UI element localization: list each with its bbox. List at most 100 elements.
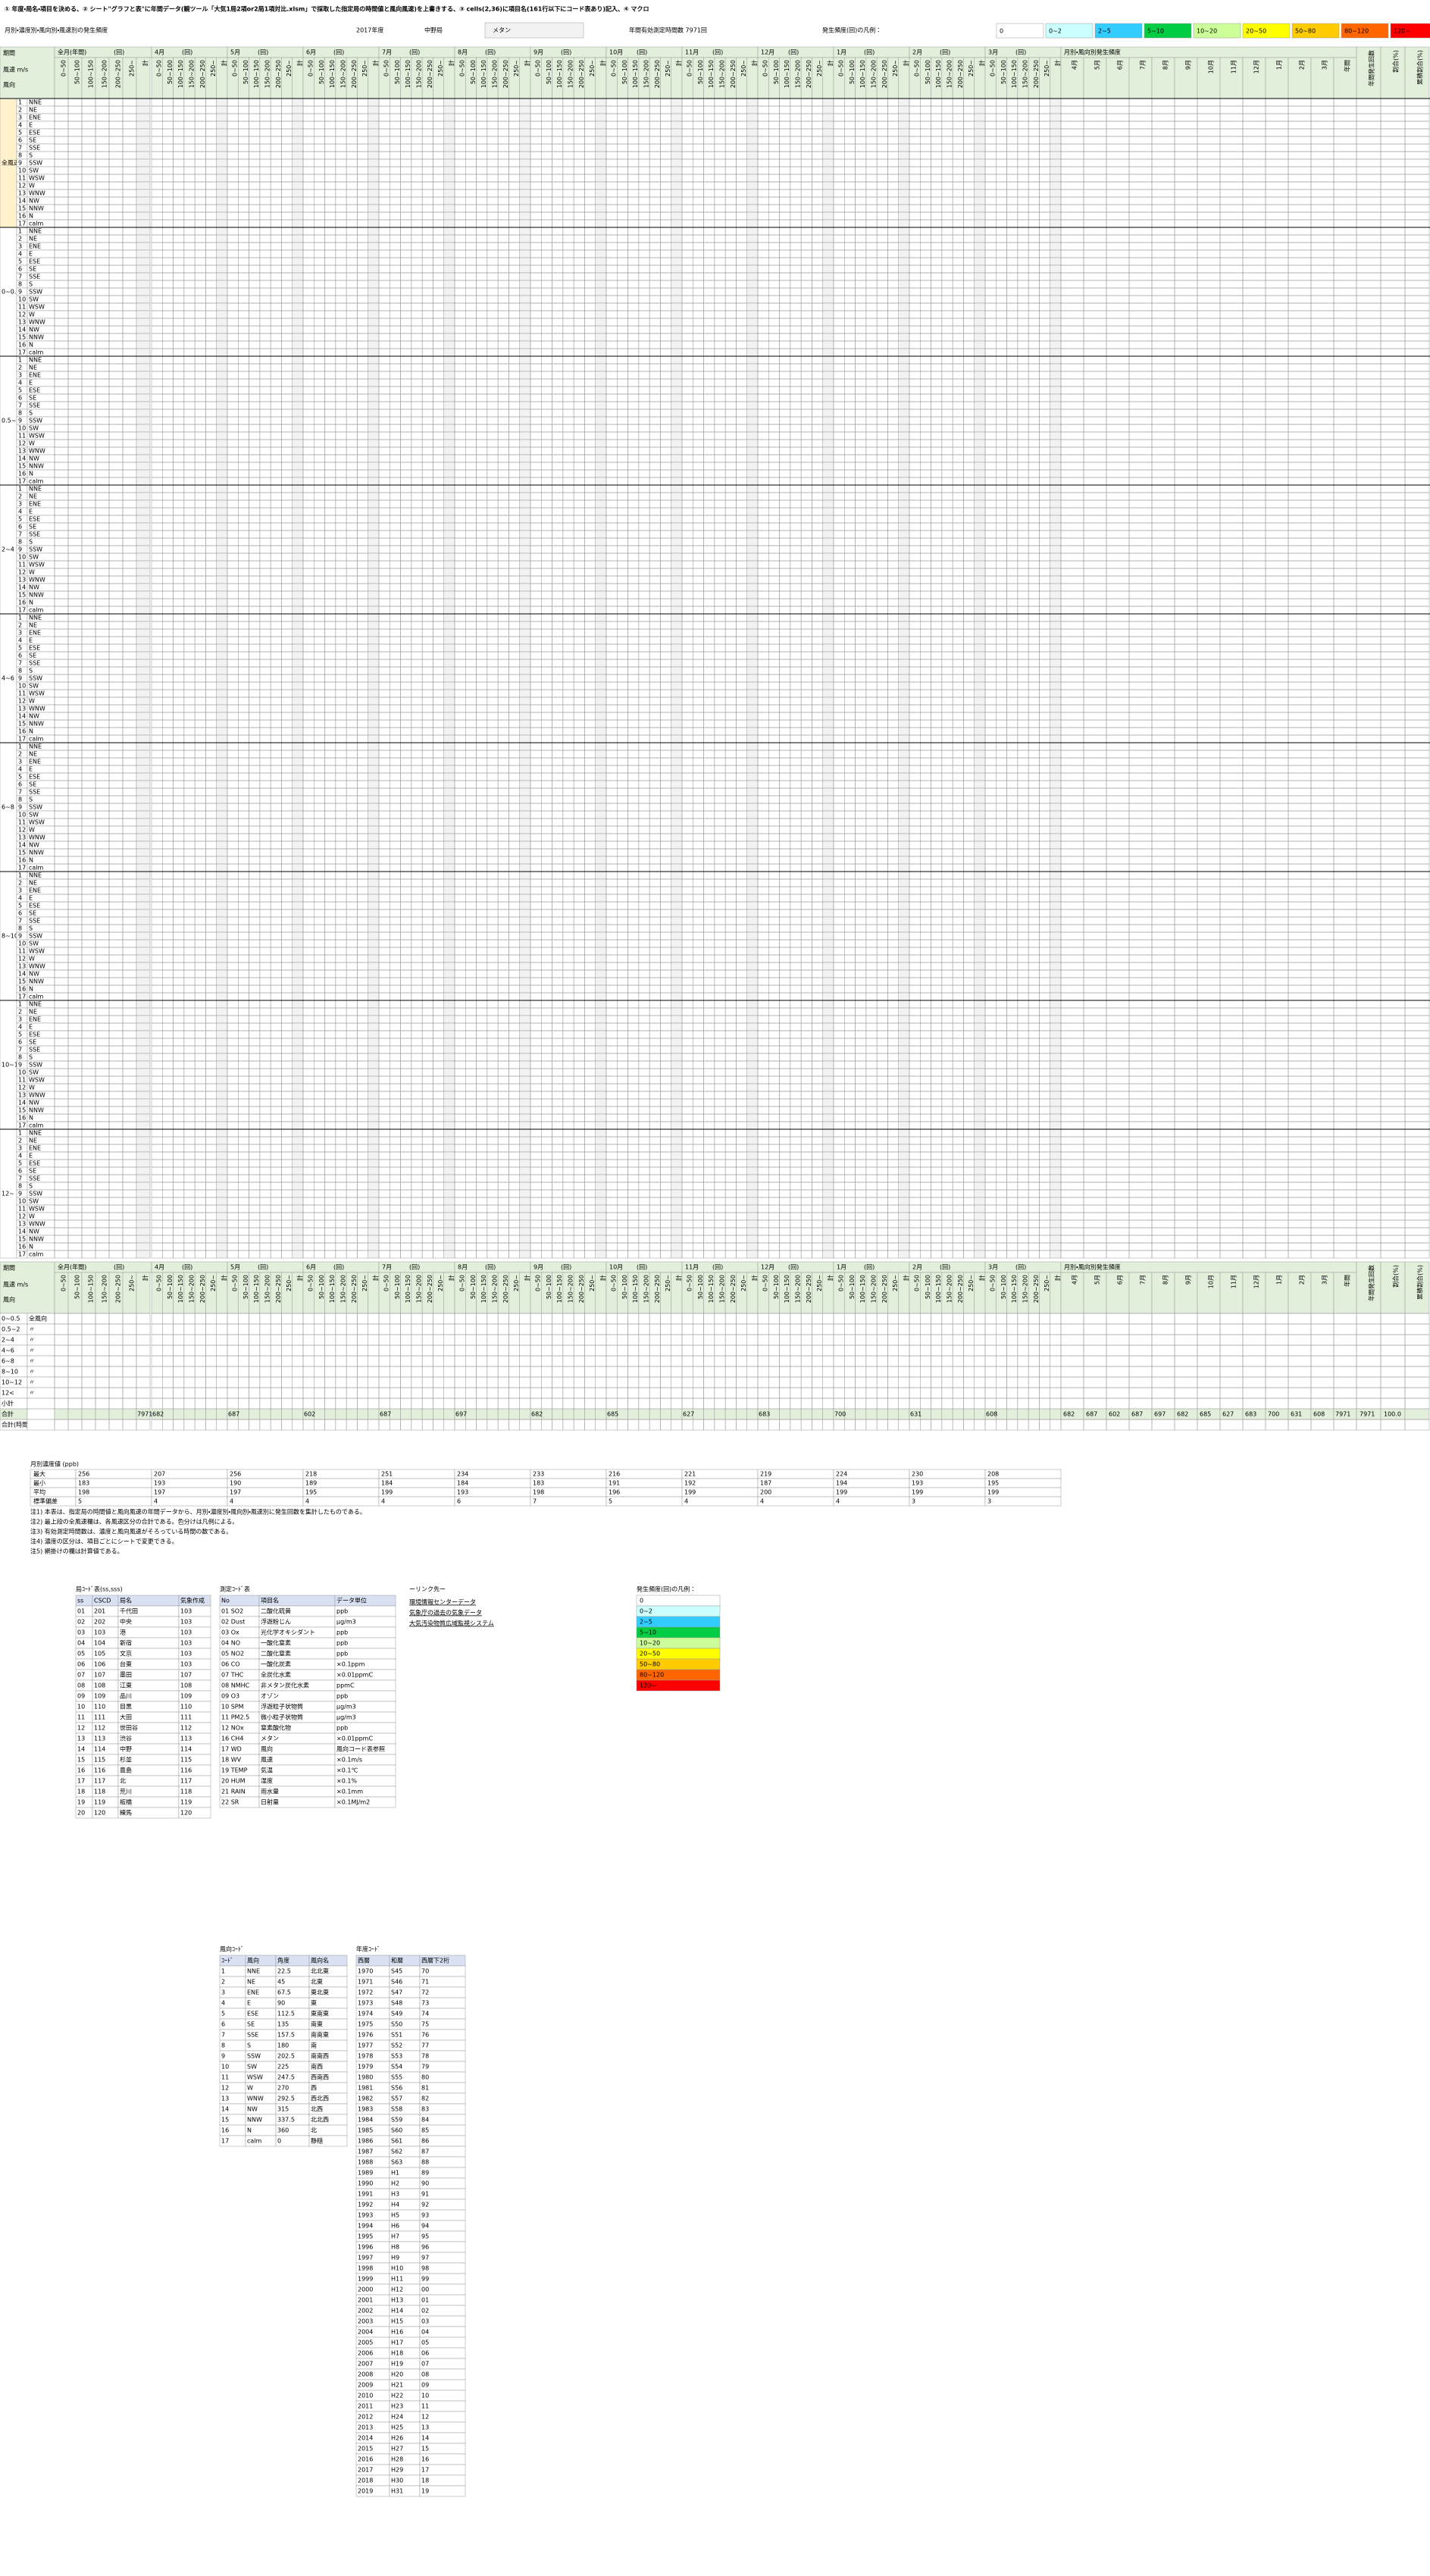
cell: [596, 174, 606, 182]
cell: [217, 106, 227, 114]
header-text: 200~250: [351, 60, 358, 88]
cell: [444, 167, 455, 174]
cell-text: 風速 m/s: [3, 66, 28, 74]
cell: [293, 129, 303, 136]
cell: [368, 182, 379, 189]
header-text: 250~: [210, 60, 217, 77]
cell: [975, 167, 985, 174]
cell: [899, 189, 909, 197]
cell: [136, 144, 150, 152]
header-text: 200~250: [199, 60, 206, 88]
dir-name: ESE: [29, 130, 40, 136]
cell: [217, 189, 227, 197]
cell: [1050, 174, 1061, 182]
header-text: 50~100: [697, 60, 704, 84]
dir-code: 8: [18, 152, 22, 159]
header-text: 3月: [988, 49, 998, 56]
cell: [899, 106, 909, 114]
header-text: 200~250: [502, 60, 509, 88]
header-text: 200~250: [881, 60, 888, 88]
header-text: 100~150: [88, 60, 95, 88]
header-text: (回): [1015, 49, 1026, 56]
cell: [136, 114, 150, 121]
cell: [671, 182, 682, 189]
cell: [747, 189, 758, 197]
header-text: 50~100: [243, 60, 249, 84]
header-text: 計: [447, 60, 455, 66]
legend-text: 5~10: [1147, 28, 1164, 35]
header-text: 150~200: [492, 60, 499, 88]
cell: [596, 144, 606, 152]
header-text: 計: [371, 60, 379, 66]
cell: [293, 159, 303, 167]
cell: [136, 136, 150, 144]
header-text: 1月: [1276, 60, 1283, 70]
cell: [975, 114, 985, 121]
header-text: 累積割合(%): [1416, 50, 1424, 85]
year: 2017年度: [356, 27, 383, 34]
cell: [217, 99, 227, 106]
header-text: 全月(年間): [58, 49, 86, 56]
cell: [217, 182, 227, 189]
header-text: 11月: [685, 49, 699, 56]
cell-text: 風向: [3, 81, 15, 89]
cell: [596, 159, 606, 167]
header-text: 9月: [534, 49, 543, 56]
header-text: 150~200: [1022, 60, 1029, 88]
header-text: 50~100: [1000, 60, 1007, 84]
cell: [368, 99, 379, 106]
header-text: 150~200: [643, 60, 650, 88]
header-text: 0~50: [156, 60, 163, 77]
legend-text: 2~5: [1098, 28, 1111, 35]
cell: [975, 121, 985, 129]
header-text: 0~50: [914, 60, 921, 77]
legend-text: 0~2: [1049, 28, 1062, 35]
cell: [596, 152, 606, 159]
cell: [1050, 182, 1061, 189]
dir-code: 13: [18, 190, 26, 197]
cell: [368, 167, 379, 174]
header-text: 150~200: [264, 60, 271, 88]
cell: [293, 99, 303, 106]
header-text: 150~200: [871, 60, 878, 88]
header-text: 100~150: [632, 60, 639, 88]
header-text: 100~150: [935, 60, 942, 88]
header-text: 0~50: [383, 60, 390, 77]
header-text: 100~150: [556, 60, 563, 88]
header-text: 5月: [230, 49, 240, 56]
cell: [136, 174, 150, 182]
cell: [671, 114, 682, 121]
cell: [368, 129, 379, 136]
cell: [444, 152, 455, 159]
cell: [899, 159, 909, 167]
cell: [520, 152, 530, 159]
cell: [520, 121, 530, 129]
header-text: 10月: [609, 49, 623, 56]
dir-code: 1: [18, 99, 22, 106]
legend-label: 発生頻度(回)の凡例：: [822, 27, 881, 34]
header-text: (回): [182, 49, 192, 56]
cell: [975, 144, 985, 152]
cell: [596, 129, 606, 136]
header-text: 期間: [3, 50, 15, 57]
cell: [293, 182, 303, 189]
header-text: 150~200: [340, 60, 347, 88]
cell: [368, 174, 379, 182]
cell: [136, 167, 150, 174]
header-text: 50~100: [318, 60, 325, 84]
cell: [136, 99, 150, 106]
header-text: 6月: [306, 49, 316, 56]
cell: [747, 174, 758, 182]
header-text: 100~150: [1011, 60, 1018, 88]
cell: [671, 152, 682, 159]
header-text: 50~100: [925, 60, 931, 84]
cell: [217, 129, 227, 136]
header-text: 0~50: [687, 60, 693, 77]
cell: [823, 114, 834, 121]
header-text: 100~150: [708, 60, 715, 88]
header-text: 100~150: [405, 60, 411, 88]
header-text: 200~250: [957, 60, 964, 88]
header-text: 200~250: [275, 60, 282, 88]
dir-code: 12: [18, 183, 26, 189]
